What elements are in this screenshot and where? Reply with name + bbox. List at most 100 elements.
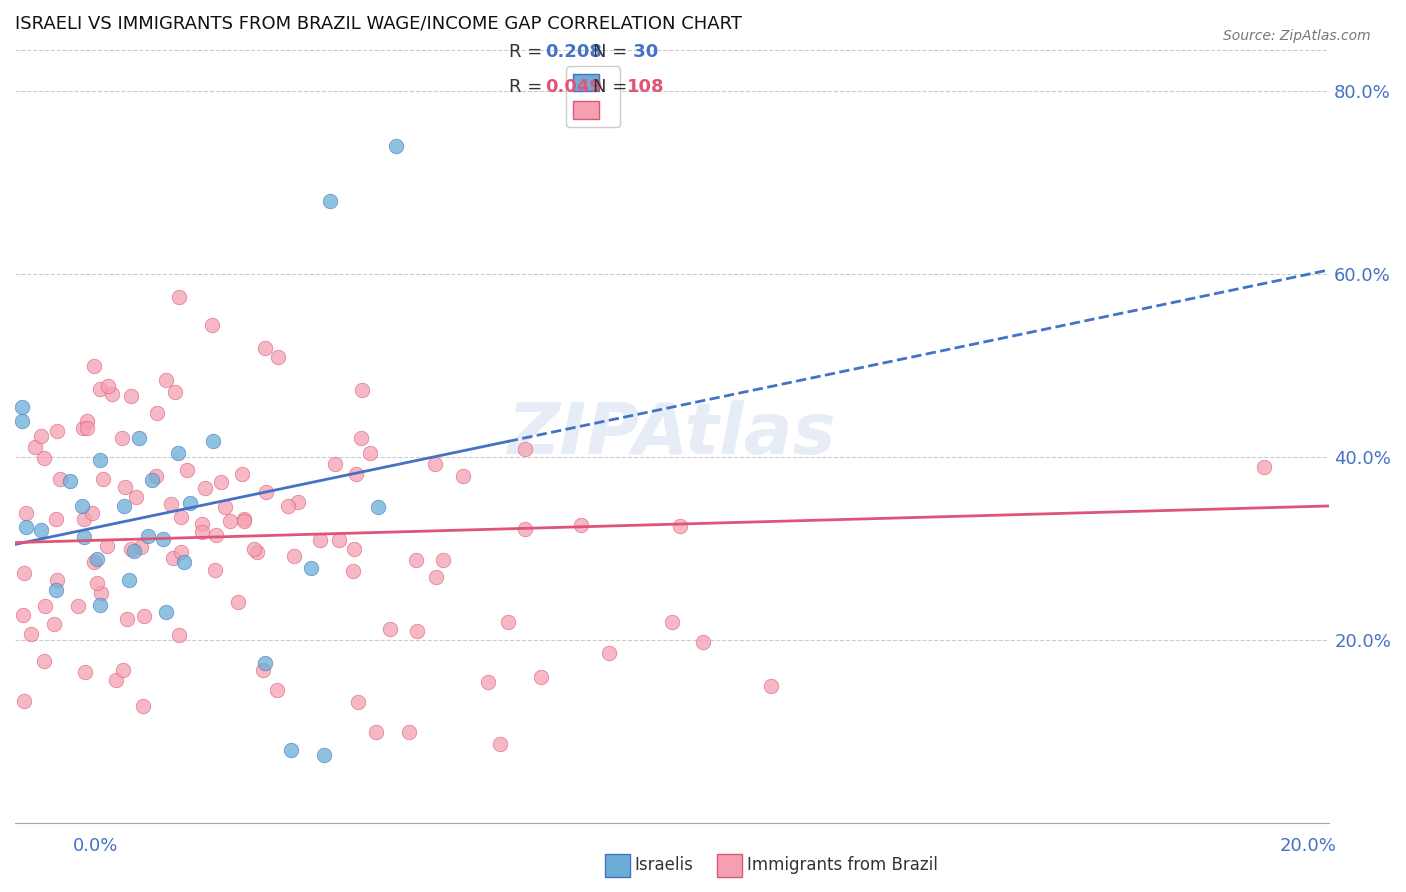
Point	[136, 529, 159, 543]
Point	[34, 599, 56, 614]
Point	[111, 431, 134, 445]
Text: 0.049: 0.049	[546, 78, 602, 96]
Point	[104, 673, 127, 687]
Point	[45, 573, 67, 587]
Point	[83, 555, 105, 569]
Point	[10, 414, 32, 428]
Text: ZIPAtlas: ZIPAtlas	[508, 401, 837, 469]
Point	[86, 551, 108, 566]
Point	[131, 698, 153, 713]
Point	[283, 549, 305, 564]
Point	[385, 139, 408, 153]
Point	[176, 463, 198, 477]
Text: Source: ZipAtlas.com: Source: ZipAtlas.com	[1223, 29, 1371, 44]
Point	[569, 517, 592, 532]
Point	[432, 553, 454, 567]
Point	[13, 608, 35, 623]
Text: N =: N =	[593, 43, 633, 61]
Point	[83, 359, 105, 373]
Point	[145, 469, 167, 483]
Point	[496, 615, 519, 629]
Point	[489, 737, 512, 751]
Point	[45, 424, 67, 438]
Point	[201, 318, 224, 332]
Point	[59, 474, 82, 488]
Text: 108: 108	[627, 78, 665, 96]
Point	[122, 544, 145, 558]
Point	[299, 561, 322, 575]
Point	[367, 500, 389, 515]
Point	[14, 520, 37, 534]
Point	[13, 694, 35, 708]
Point	[152, 533, 174, 547]
Point	[120, 389, 142, 403]
Point	[266, 682, 288, 697]
Text: 0.0%: 0.0%	[73, 837, 118, 855]
Point	[350, 431, 373, 445]
Point	[425, 570, 447, 584]
Point	[661, 615, 683, 629]
Point	[111, 663, 134, 677]
Point	[405, 553, 427, 567]
Point	[114, 479, 136, 493]
Point	[120, 542, 142, 557]
Point	[669, 519, 692, 533]
Point	[243, 542, 266, 557]
Point	[179, 495, 201, 509]
Point	[162, 550, 184, 565]
Point	[477, 674, 499, 689]
Point	[347, 695, 370, 709]
Text: 30: 30	[627, 43, 658, 61]
Point	[366, 725, 388, 739]
Text: R =: R =	[509, 78, 548, 96]
Point	[86, 576, 108, 591]
Point	[169, 627, 191, 641]
Point	[146, 406, 169, 420]
Point	[204, 528, 226, 542]
Point	[287, 495, 309, 509]
Point	[170, 545, 193, 559]
Point	[267, 350, 290, 364]
Point	[128, 431, 150, 445]
Point	[277, 499, 299, 513]
Point	[10, 400, 32, 414]
Point	[24, 440, 46, 454]
Point	[308, 533, 330, 547]
Point	[72, 512, 94, 526]
Point	[513, 442, 536, 457]
Point	[515, 522, 537, 536]
Point	[253, 657, 276, 671]
Point	[328, 533, 350, 547]
Point	[170, 509, 193, 524]
Point	[163, 384, 186, 399]
Point	[692, 634, 714, 648]
Point	[155, 373, 177, 387]
Point	[406, 624, 429, 638]
Text: 0.208: 0.208	[546, 43, 603, 61]
Point	[115, 612, 138, 626]
Point	[344, 467, 367, 481]
Point	[423, 457, 446, 471]
Point	[141, 473, 163, 487]
Point	[89, 598, 111, 612]
Text: 20.0%: 20.0%	[1279, 837, 1336, 855]
Point	[89, 382, 111, 396]
Point	[72, 499, 94, 513]
Text: Immigrants from Brazil: Immigrants from Brazil	[747, 856, 938, 874]
Point	[75, 665, 97, 679]
Point	[45, 512, 67, 526]
Point	[32, 451, 55, 466]
Point	[530, 670, 553, 684]
Point	[97, 378, 120, 392]
Point	[96, 539, 118, 553]
Point	[342, 564, 364, 578]
Point	[312, 747, 335, 762]
Point	[219, 515, 242, 529]
Point	[378, 622, 401, 636]
Point	[30, 523, 52, 537]
Point	[359, 446, 381, 460]
Point	[202, 434, 225, 449]
Point	[253, 341, 276, 355]
Point	[76, 413, 98, 427]
Text: N =: N =	[593, 78, 633, 96]
